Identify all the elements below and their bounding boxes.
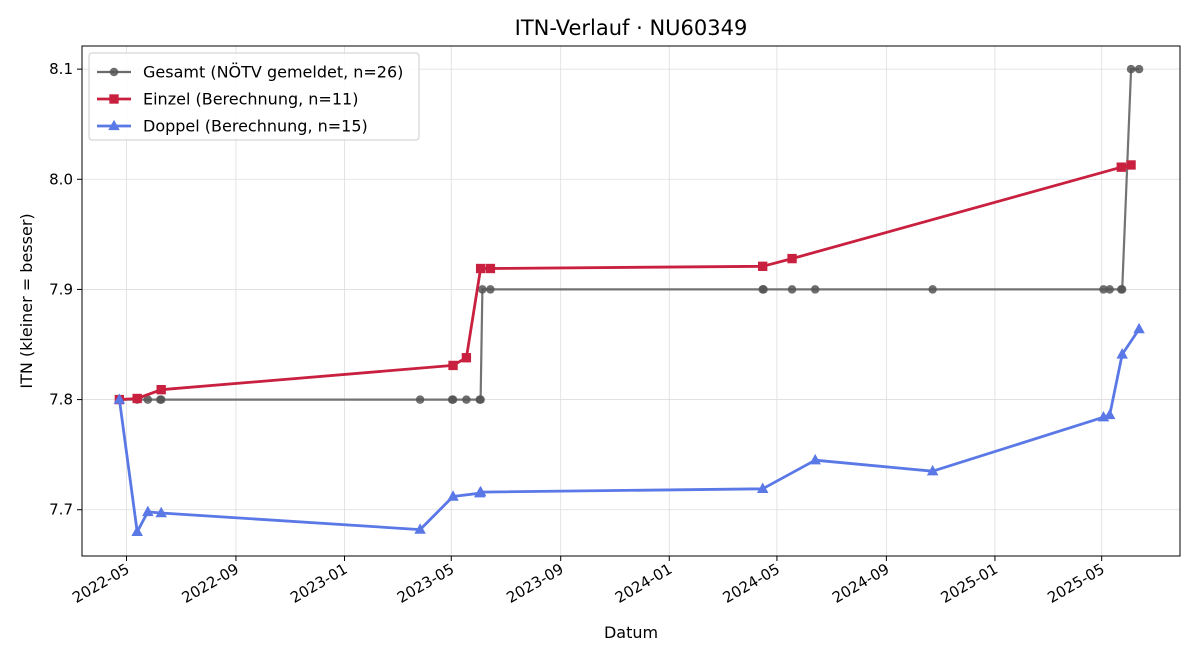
data-point — [1117, 285, 1127, 294]
data-point — [1126, 64, 1136, 74]
data-point — [156, 395, 166, 404]
data-point — [156, 384, 166, 395]
y-axis: 7.7 7.8 7.9 8.0 8.1 — [49, 60, 82, 519]
data-point — [448, 360, 458, 371]
data-point — [810, 285, 820, 294]
y-tick-label: 7.9 — [49, 280, 73, 298]
data-point — [131, 525, 143, 536]
data-point — [485, 263, 496, 274]
data-point — [809, 453, 821, 465]
data-point — [447, 490, 459, 501]
legend-frame — [88, 52, 420, 141]
x-tick-label: 2023-05 — [394, 560, 457, 607]
x-tick-label: 2022-05 — [69, 560, 132, 607]
x-tick-label: 2023-01 — [287, 560, 350, 607]
data-point — [462, 395, 471, 404]
legend-label: Gesamt (NÖTV gemeldet, n=26) — [143, 63, 403, 82]
series-layer — [113, 64, 1145, 536]
x-tick-label: 2024-09 — [829, 560, 892, 607]
data-point — [1099, 285, 1108, 294]
data-point — [113, 393, 126, 404]
data-point — [476, 395, 485, 404]
x-tick-label: 2024-05 — [720, 560, 783, 607]
data-point — [756, 482, 769, 493]
legend-swatch-marker — [109, 94, 119, 104]
y-tick-label: 8.1 — [49, 60, 73, 78]
chart-title: ITN-Verlauf · NU60349 — [515, 16, 748, 40]
legend: Gesamt (NÖTV gemeldet, n=26) Einzel (Bere… — [88, 52, 420, 141]
data-point — [1126, 160, 1136, 170]
legend-swatch-marker — [108, 119, 120, 131]
x-tick-label: 2024-01 — [612, 560, 675, 607]
data-point — [415, 395, 425, 404]
legend-label: Einzel (Berechnung, n=11) — [143, 90, 358, 109]
data-point — [475, 263, 486, 274]
y-tick-label: 7.8 — [49, 391, 73, 409]
series-line — [118, 328, 1141, 534]
data-point — [143, 395, 153, 404]
series-2 — [113, 322, 1145, 536]
plot-frame — [81, 45, 1181, 557]
data-point — [1116, 348, 1128, 359]
data-point — [461, 353, 472, 363]
data-point — [1103, 408, 1116, 420]
data-point — [155, 506, 167, 518]
data-point — [474, 485, 487, 497]
data-point — [132, 393, 142, 404]
data-point — [758, 261, 768, 271]
series-1 — [114, 160, 1136, 405]
x-tick-label: 2023-09 — [503, 560, 566, 607]
y-axis-label: ITN (kleiner = besser) — [17, 213, 36, 388]
x-axis: 2022-05 2022-09 2023-01 2023-05 2023-09 2024-… — [69, 556, 1108, 607]
data-point — [1133, 322, 1145, 334]
x-tick-label: 2022-09 — [179, 560, 242, 607]
data-point — [486, 285, 495, 294]
data-point — [926, 464, 939, 476]
legend-swatch-marker — [109, 67, 119, 77]
y-tick-label: 7.7 — [49, 501, 73, 519]
data-point — [1105, 285, 1114, 294]
data-point — [787, 253, 797, 264]
legend-label: Doppel (Berechnung, n=15) — [143, 117, 368, 136]
data-point — [142, 505, 154, 517]
x-tick-label: 2025-01 — [938, 560, 1001, 607]
data-point — [1116, 162, 1126, 172]
data-point — [1134, 64, 1144, 74]
x-axis-label: Datum — [604, 623, 658, 642]
data-point — [448, 395, 458, 404]
data-point — [759, 285, 768, 294]
data-point — [787, 285, 797, 294]
data-point — [928, 285, 937, 294]
series-0 — [115, 64, 1144, 404]
x-tick-label: 2025-05 — [1044, 560, 1107, 607]
data-point — [478, 285, 487, 294]
y-tick-label: 8.0 — [49, 170, 73, 188]
series-line — [119, 163, 1132, 401]
data-point — [414, 523, 426, 534]
